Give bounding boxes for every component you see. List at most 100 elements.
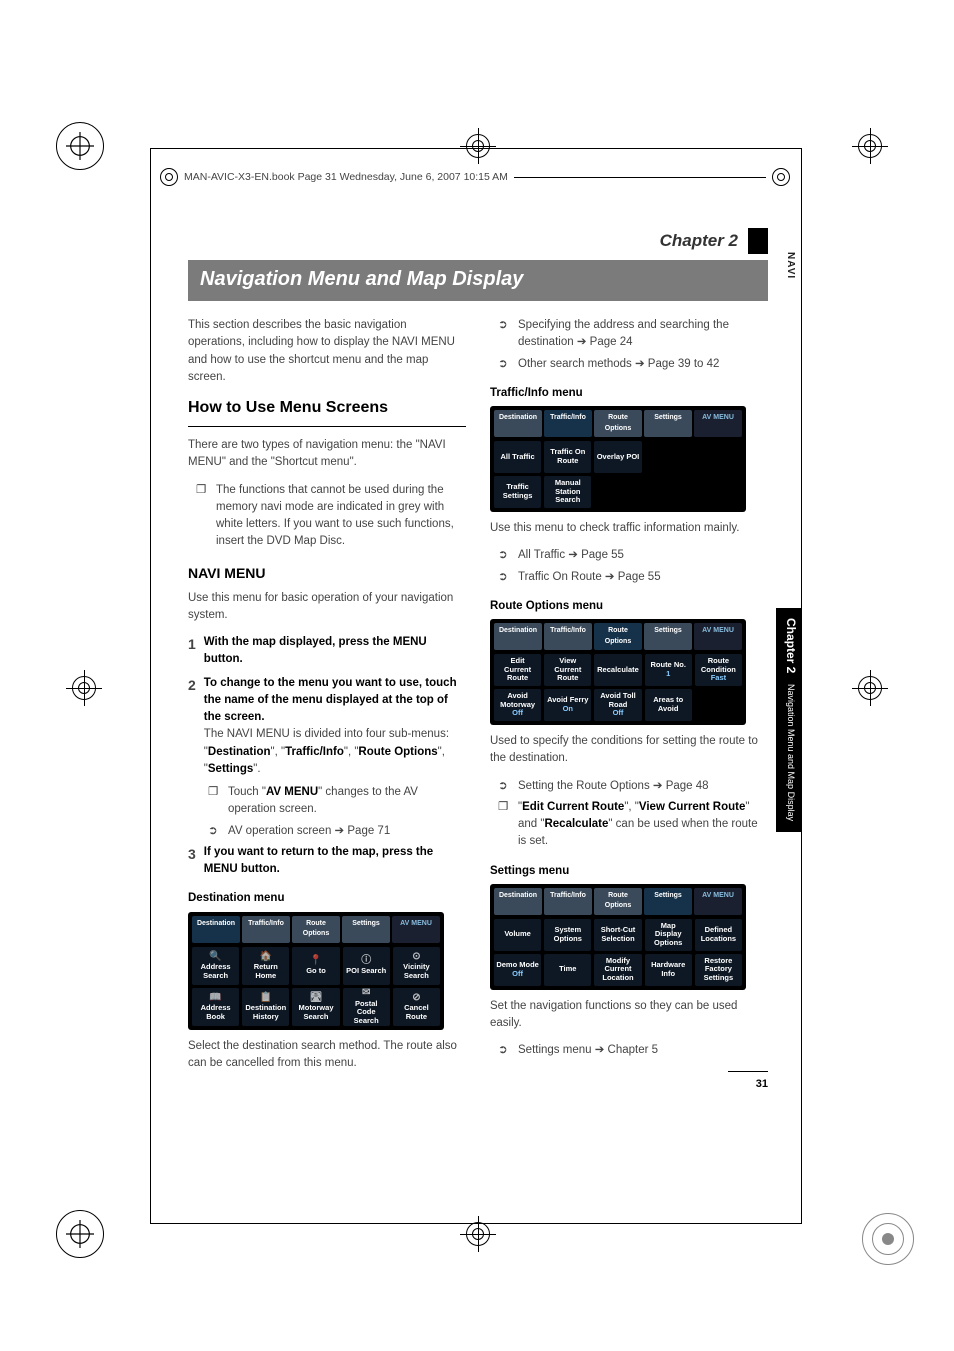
menu-item: All Traffic bbox=[494, 441, 541, 473]
menu-item: 📋Destination History bbox=[242, 988, 289, 1026]
menu-item bbox=[695, 476, 742, 508]
menu-tab: Destination bbox=[494, 623, 542, 650]
menu-item: Short-Cut Selection bbox=[594, 919, 641, 951]
step-1-text: With the map displayed, press the MENU b… bbox=[204, 634, 466, 669]
menu-tab: Traffic/Info bbox=[544, 888, 592, 915]
route-p: Used to specify the conditions for setti… bbox=[490, 733, 768, 768]
menu-tab: Settings bbox=[644, 623, 692, 650]
caption-settings-menu: Settings menu bbox=[490, 863, 768, 880]
menu-item bbox=[645, 441, 692, 473]
motorway-icon: 🛣 bbox=[310, 992, 323, 1004]
page-title: Navigation Menu and Map Display bbox=[188, 260, 768, 301]
history-icon: 📋 bbox=[260, 992, 272, 1004]
chapter-label: Chapter 2 bbox=[660, 231, 738, 251]
menu-item bbox=[645, 476, 692, 508]
menu-tab-av: AV MENU bbox=[694, 623, 742, 650]
menu-item: 🔍Address Search bbox=[192, 947, 239, 985]
navi-p: Use this menu for basic operation of you… bbox=[188, 590, 466, 625]
traffic-p: Use this menu to check traffic informati… bbox=[490, 520, 768, 537]
menu-item: 📖Address Book bbox=[192, 988, 239, 1026]
menu-tab: Destination bbox=[494, 888, 542, 915]
side-tab-chapter: Chapter 2 bbox=[784, 618, 798, 673]
traffic-menu-screenshot: Destination Traffic/Info Route Options S… bbox=[490, 406, 746, 512]
menu-tab: Settings bbox=[644, 888, 692, 915]
step-number: 1 bbox=[188, 634, 196, 669]
xref-icon: ➲ bbox=[498, 356, 510, 373]
xref: ➲Setting the Route Options ➔ Page 48 bbox=[498, 778, 768, 795]
crop-mark bbox=[56, 1210, 104, 1258]
xref: ➲All Traffic ➔ Page 55 bbox=[498, 547, 768, 564]
menu-item: Route ConditionFast bbox=[695, 654, 742, 686]
binder-icon bbox=[772, 168, 790, 186]
menu-item: Demo ModeOff bbox=[494, 954, 541, 986]
menu-item: Manual Station Search bbox=[544, 476, 591, 508]
menu-item: ⓘPOI Search bbox=[343, 947, 390, 985]
square-bullet-icon: ❐ bbox=[498, 799, 510, 851]
menu-item: ✉Postal Code Search bbox=[343, 988, 390, 1026]
book-icon: 📖 bbox=[209, 992, 221, 1004]
xref: ➲Other search methods ➔ Page 39 to 42 bbox=[498, 356, 768, 373]
settings-menu-screenshot: Destination Traffic/Info Route Options S… bbox=[490, 884, 746, 990]
menu-item: Route No.1 bbox=[645, 654, 692, 686]
registration-mark bbox=[852, 670, 888, 706]
step-2: 2 To change to the menu you want to use,… bbox=[188, 675, 466, 779]
step2-subnote: ❐ Touch "AV MENU" changes to the AV oper… bbox=[208, 784, 466, 819]
menu-tab-settings: Settings bbox=[342, 916, 390, 943]
menu-item bbox=[594, 476, 641, 508]
registration-mark bbox=[852, 128, 888, 164]
left-column: This section describes the basic navigat… bbox=[188, 317, 466, 1082]
note-text: The functions that cannot be used during… bbox=[216, 482, 466, 551]
menu-tab-av: AV MENU bbox=[694, 888, 742, 915]
note-bullet: ❐ The functions that cannot be used duri… bbox=[196, 482, 466, 551]
intro-text: This section describes the basic navigat… bbox=[188, 317, 466, 386]
caption-traffic-menu: Traffic/Info menu bbox=[490, 385, 768, 402]
menu-tab: Settings bbox=[644, 410, 692, 437]
menu-item: Defined Locations bbox=[695, 919, 742, 951]
running-header: MAN-AVIC-X3-EN.book Page 31 Wednesday, J… bbox=[160, 168, 790, 186]
menu-item: Edit Current Route bbox=[494, 654, 541, 686]
settings-p: Set the navigation functions so they can… bbox=[490, 998, 768, 1033]
side-chapter-tab: Chapter 2 Navigation Menu and Map Displa… bbox=[776, 608, 802, 832]
menu-item: Traffic Settings bbox=[494, 476, 541, 508]
menu-item: Time bbox=[544, 954, 591, 986]
menu-item: Avoid Toll RoadOff bbox=[594, 689, 641, 721]
destination-p: Select the destination search method. Th… bbox=[188, 1038, 466, 1073]
radial-mark bbox=[862, 1213, 914, 1265]
route-note: ❐ "Edit Current Route", "View Current Ro… bbox=[498, 799, 768, 851]
menu-item: Avoid MotorwayOff bbox=[494, 689, 541, 721]
menu-item: Modify Current Location bbox=[594, 954, 641, 986]
menu-item: System Options bbox=[544, 919, 591, 951]
registration-mark bbox=[66, 670, 102, 706]
address-icon: 🔍 bbox=[209, 951, 221, 963]
chapter-tab bbox=[748, 228, 768, 254]
poi-icon: ⓘ bbox=[361, 955, 371, 967]
menu-tab: Route Options bbox=[594, 410, 642, 437]
xref-icon: ➲ bbox=[498, 778, 510, 795]
xref: ➲Traffic On Route ➔ Page 55 bbox=[498, 569, 768, 586]
postal-icon: ✉ bbox=[362, 987, 370, 999]
caption-route-menu: Route Options menu bbox=[490, 598, 768, 615]
menu-item bbox=[695, 441, 742, 473]
menu-item: View Current Route bbox=[544, 654, 591, 686]
menu-item: Avoid FerryOn bbox=[544, 689, 591, 721]
right-column: ➲Specifying the address and searching th… bbox=[490, 317, 768, 1082]
square-bullet-icon: ❐ bbox=[196, 482, 208, 551]
menu-item: Volume bbox=[494, 919, 541, 951]
step-number: 3 bbox=[188, 844, 196, 879]
menu-tab: Route Options bbox=[594, 888, 642, 915]
menu-item: ⊙Vicinity Search bbox=[393, 947, 440, 985]
menu-item bbox=[695, 689, 742, 721]
xref: ➲Specifying the address and searching th… bbox=[498, 317, 768, 352]
menu-item: Map Display Options bbox=[645, 919, 692, 951]
running-header-text: MAN-AVIC-X3-EN.book Page 31 Wednesday, J… bbox=[184, 171, 508, 183]
menu-tab-av: AV MENU bbox=[694, 410, 742, 437]
crop-mark bbox=[56, 122, 104, 170]
menu-item: Restore Factory Settings bbox=[695, 954, 742, 986]
step2-xref: ➲ AV operation screen ➔ Page 71 bbox=[208, 823, 466, 840]
menu-item: 🏠Return Home bbox=[242, 947, 289, 985]
menu-item: Recalculate bbox=[594, 654, 641, 686]
vicinity-icon: ⊙ bbox=[412, 951, 420, 963]
step-1: 1 With the map displayed, press the MENU… bbox=[188, 634, 466, 669]
step-3: 3 If you want to return to the map, pres… bbox=[188, 844, 466, 879]
menu-item: Hardware Info bbox=[645, 954, 692, 986]
